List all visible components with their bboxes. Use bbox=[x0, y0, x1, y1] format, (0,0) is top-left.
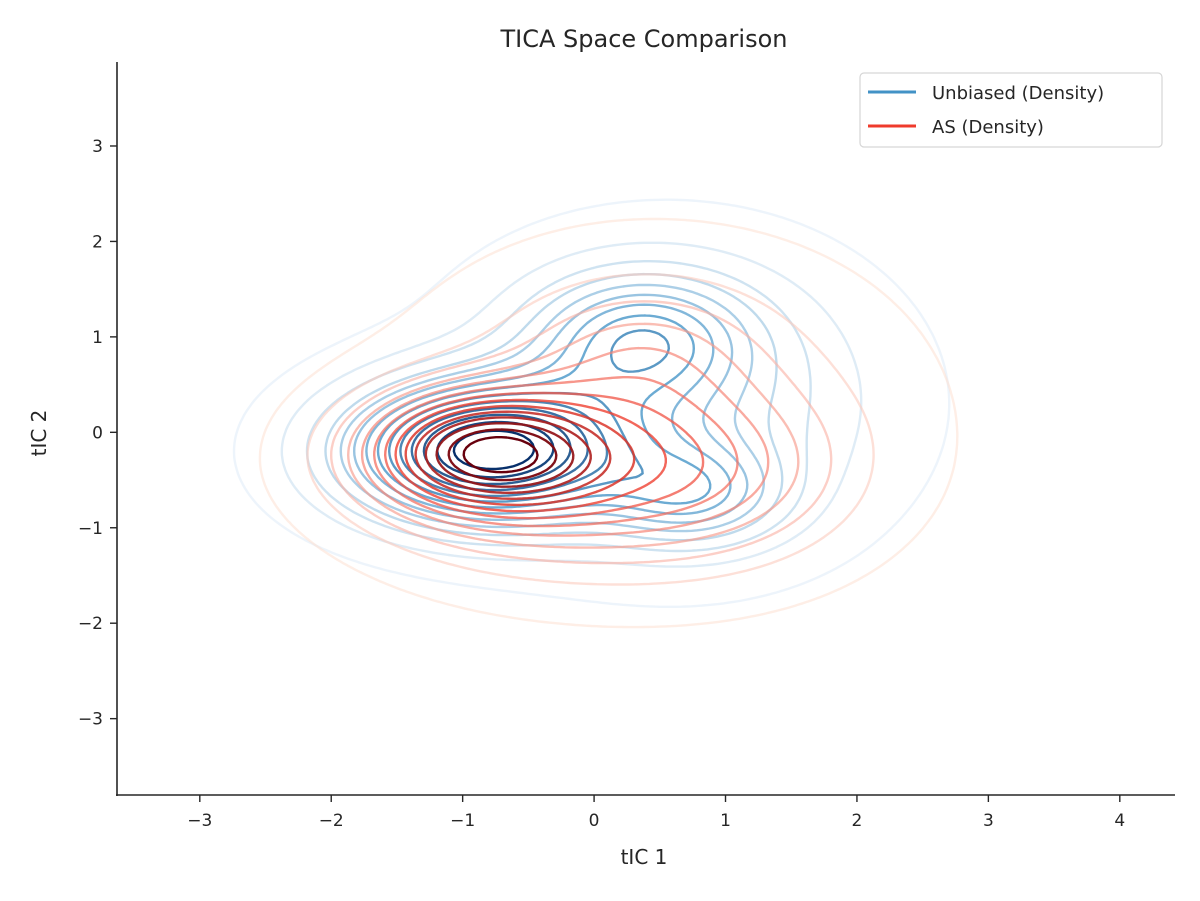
contour-line bbox=[306, 273, 875, 586]
legend-label-unbiased: Unbiased (Density) bbox=[932, 83, 1104, 104]
y-tick-label: 1 bbox=[92, 328, 103, 348]
contour-line bbox=[422, 413, 572, 486]
contour-line bbox=[447, 428, 558, 482]
contour-line bbox=[232, 198, 951, 608]
x-tick-label: −3 bbox=[187, 811, 212, 831]
contour-line bbox=[347, 322, 800, 549]
legend-label-as: AS (Density) bbox=[932, 117, 1044, 138]
y-axis-label: tIC 2 bbox=[27, 410, 51, 457]
contour-line bbox=[365, 303, 732, 516]
y-axis-ticks: −3 −2 −1 0 1 2 3 bbox=[78, 137, 117, 730]
x-axis-label: tIC 1 bbox=[621, 845, 668, 869]
x-tick-label: −2 bbox=[319, 811, 344, 831]
contour-line bbox=[373, 376, 739, 528]
contour-line bbox=[404, 404, 636, 507]
y-tick-label: −1 bbox=[78, 519, 103, 539]
contour-line bbox=[462, 436, 539, 474]
y-tick-label: −3 bbox=[78, 710, 103, 730]
x-tick-label: 3 bbox=[983, 811, 994, 831]
x-tick-label: 4 bbox=[1114, 811, 1125, 831]
chart-title: TICA Space Comparison bbox=[499, 25, 787, 53]
contour-line bbox=[330, 300, 833, 565]
contour-line bbox=[360, 346, 770, 537]
y-tick-label: 2 bbox=[92, 232, 103, 252]
x-tick-label: 2 bbox=[852, 811, 863, 831]
y-tick-label: 3 bbox=[92, 137, 103, 157]
legend: Unbiased (Density) AS (Density) bbox=[859, 72, 1163, 148]
x-tick-label: −1 bbox=[450, 811, 475, 831]
contour-line bbox=[414, 410, 612, 500]
legend-box bbox=[859, 72, 1163, 148]
contour-line bbox=[258, 217, 959, 629]
contour-area bbox=[232, 198, 959, 629]
contour-line bbox=[384, 391, 705, 520]
contour-line bbox=[435, 422, 575, 488]
y-tick-label: −2 bbox=[78, 614, 103, 634]
x-tick-label: 1 bbox=[720, 811, 731, 831]
contour-line bbox=[394, 398, 667, 513]
y-tick-label: 0 bbox=[92, 423, 103, 443]
x-tick-label: 0 bbox=[589, 811, 600, 831]
x-axis-ticks: −3 −2 −1 0 1 2 3 4 bbox=[187, 795, 1125, 831]
contour-line bbox=[424, 416, 592, 494]
